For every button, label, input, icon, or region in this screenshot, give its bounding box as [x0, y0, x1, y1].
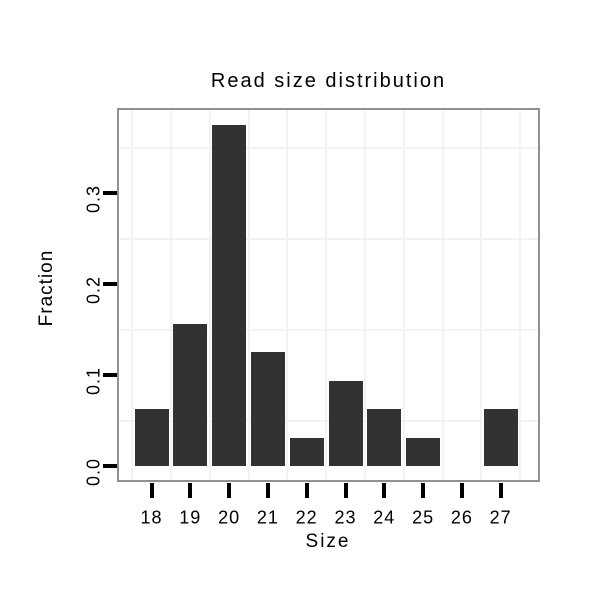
minor-gridline-vertical — [519, 110, 522, 480]
y-tick-label: 0.1 — [83, 366, 104, 396]
minor-gridline-vertical — [286, 110, 289, 480]
x-tick-label: 18 — [140, 507, 163, 528]
x-tick-label: 26 — [450, 507, 473, 528]
minor-gridline-vertical — [325, 110, 328, 480]
minor-gridline-horizontal — [119, 328, 538, 331]
chart-title: Read size distribution — [210, 70, 447, 92]
bar — [250, 352, 285, 466]
x-tick — [459, 483, 464, 498]
x-tick-label: 21 — [256, 507, 279, 528]
minor-gridline-vertical — [363, 110, 366, 480]
minor-gridline-horizontal — [119, 146, 538, 149]
bar — [328, 380, 363, 466]
y-tick — [103, 373, 117, 377]
bar — [367, 409, 402, 466]
y-tick — [103, 191, 117, 195]
x-tick-label: 20 — [218, 507, 241, 528]
y-axis-title: Fraction — [36, 249, 57, 327]
bar — [289, 437, 324, 466]
y-tick-label: 0.3 — [83, 184, 104, 214]
bar — [483, 409, 518, 466]
y-tick — [103, 282, 117, 286]
x-tick — [498, 483, 503, 498]
x-tick-label: 23 — [334, 507, 357, 528]
x-tick — [265, 483, 270, 498]
bar — [134, 409, 169, 466]
bar — [406, 437, 441, 466]
bar — [173, 323, 208, 466]
minor-gridline-vertical — [480, 110, 483, 480]
minor-gridline-vertical — [208, 110, 211, 480]
x-tick-label: 25 — [412, 507, 435, 528]
x-tick-label: 24 — [373, 507, 396, 528]
x-tick-label: 27 — [489, 507, 512, 528]
x-tick — [227, 483, 232, 498]
minor-gridline-vertical — [169, 110, 172, 480]
x-tick-label: 19 — [179, 507, 202, 528]
y-tick-label: 0.0 — [83, 457, 104, 487]
x-tick — [304, 483, 309, 498]
minor-gridline-vertical — [247, 110, 250, 480]
x-tick — [343, 483, 348, 498]
y-tick-label: 0.2 — [83, 275, 104, 305]
x-tick — [421, 483, 426, 498]
minor-gridline-vertical — [131, 110, 134, 480]
minor-gridline-vertical — [441, 110, 444, 480]
minor-gridline-vertical — [402, 110, 405, 480]
x-tick — [149, 483, 154, 498]
minor-gridline-horizontal — [119, 237, 538, 240]
x-tick-label: 22 — [295, 507, 318, 528]
x-tick — [188, 483, 193, 498]
x-axis-title: Size — [305, 531, 351, 552]
plot-panel — [117, 108, 540, 482]
x-tick — [382, 483, 387, 498]
bar — [212, 124, 247, 466]
y-tick — [103, 464, 117, 468]
